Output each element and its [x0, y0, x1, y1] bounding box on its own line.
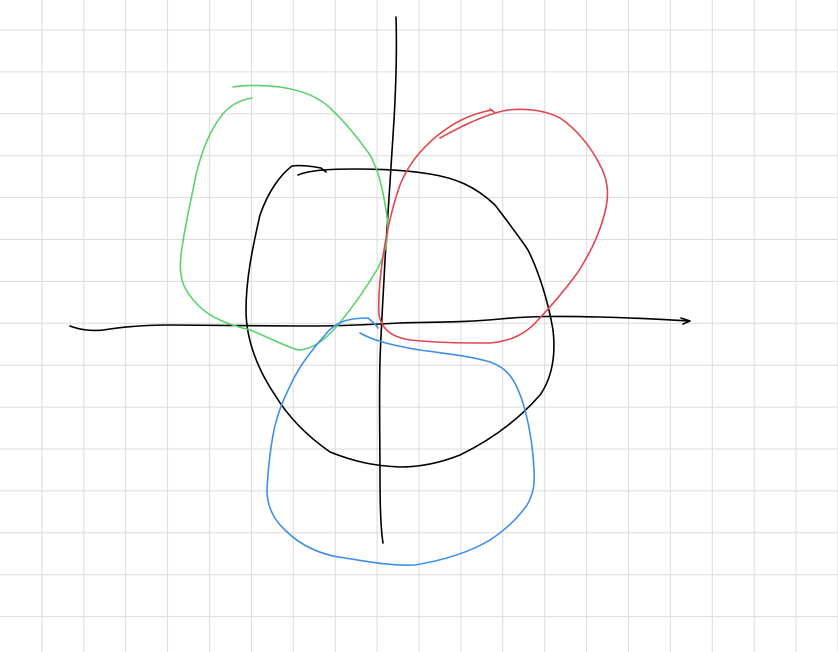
green-upper-left-loop[interactable] — [179, 84, 389, 351]
vertical-axis-line[interactable] — [378, 16, 398, 544]
black-center-loop[interactable] — [245, 164, 555, 468]
red-upper-right-loop[interactable] — [377, 108, 609, 344]
blue-lower-loop[interactable] — [266, 317, 536, 566]
horizontal-axis-arrow[interactable] — [69, 315, 691, 332]
